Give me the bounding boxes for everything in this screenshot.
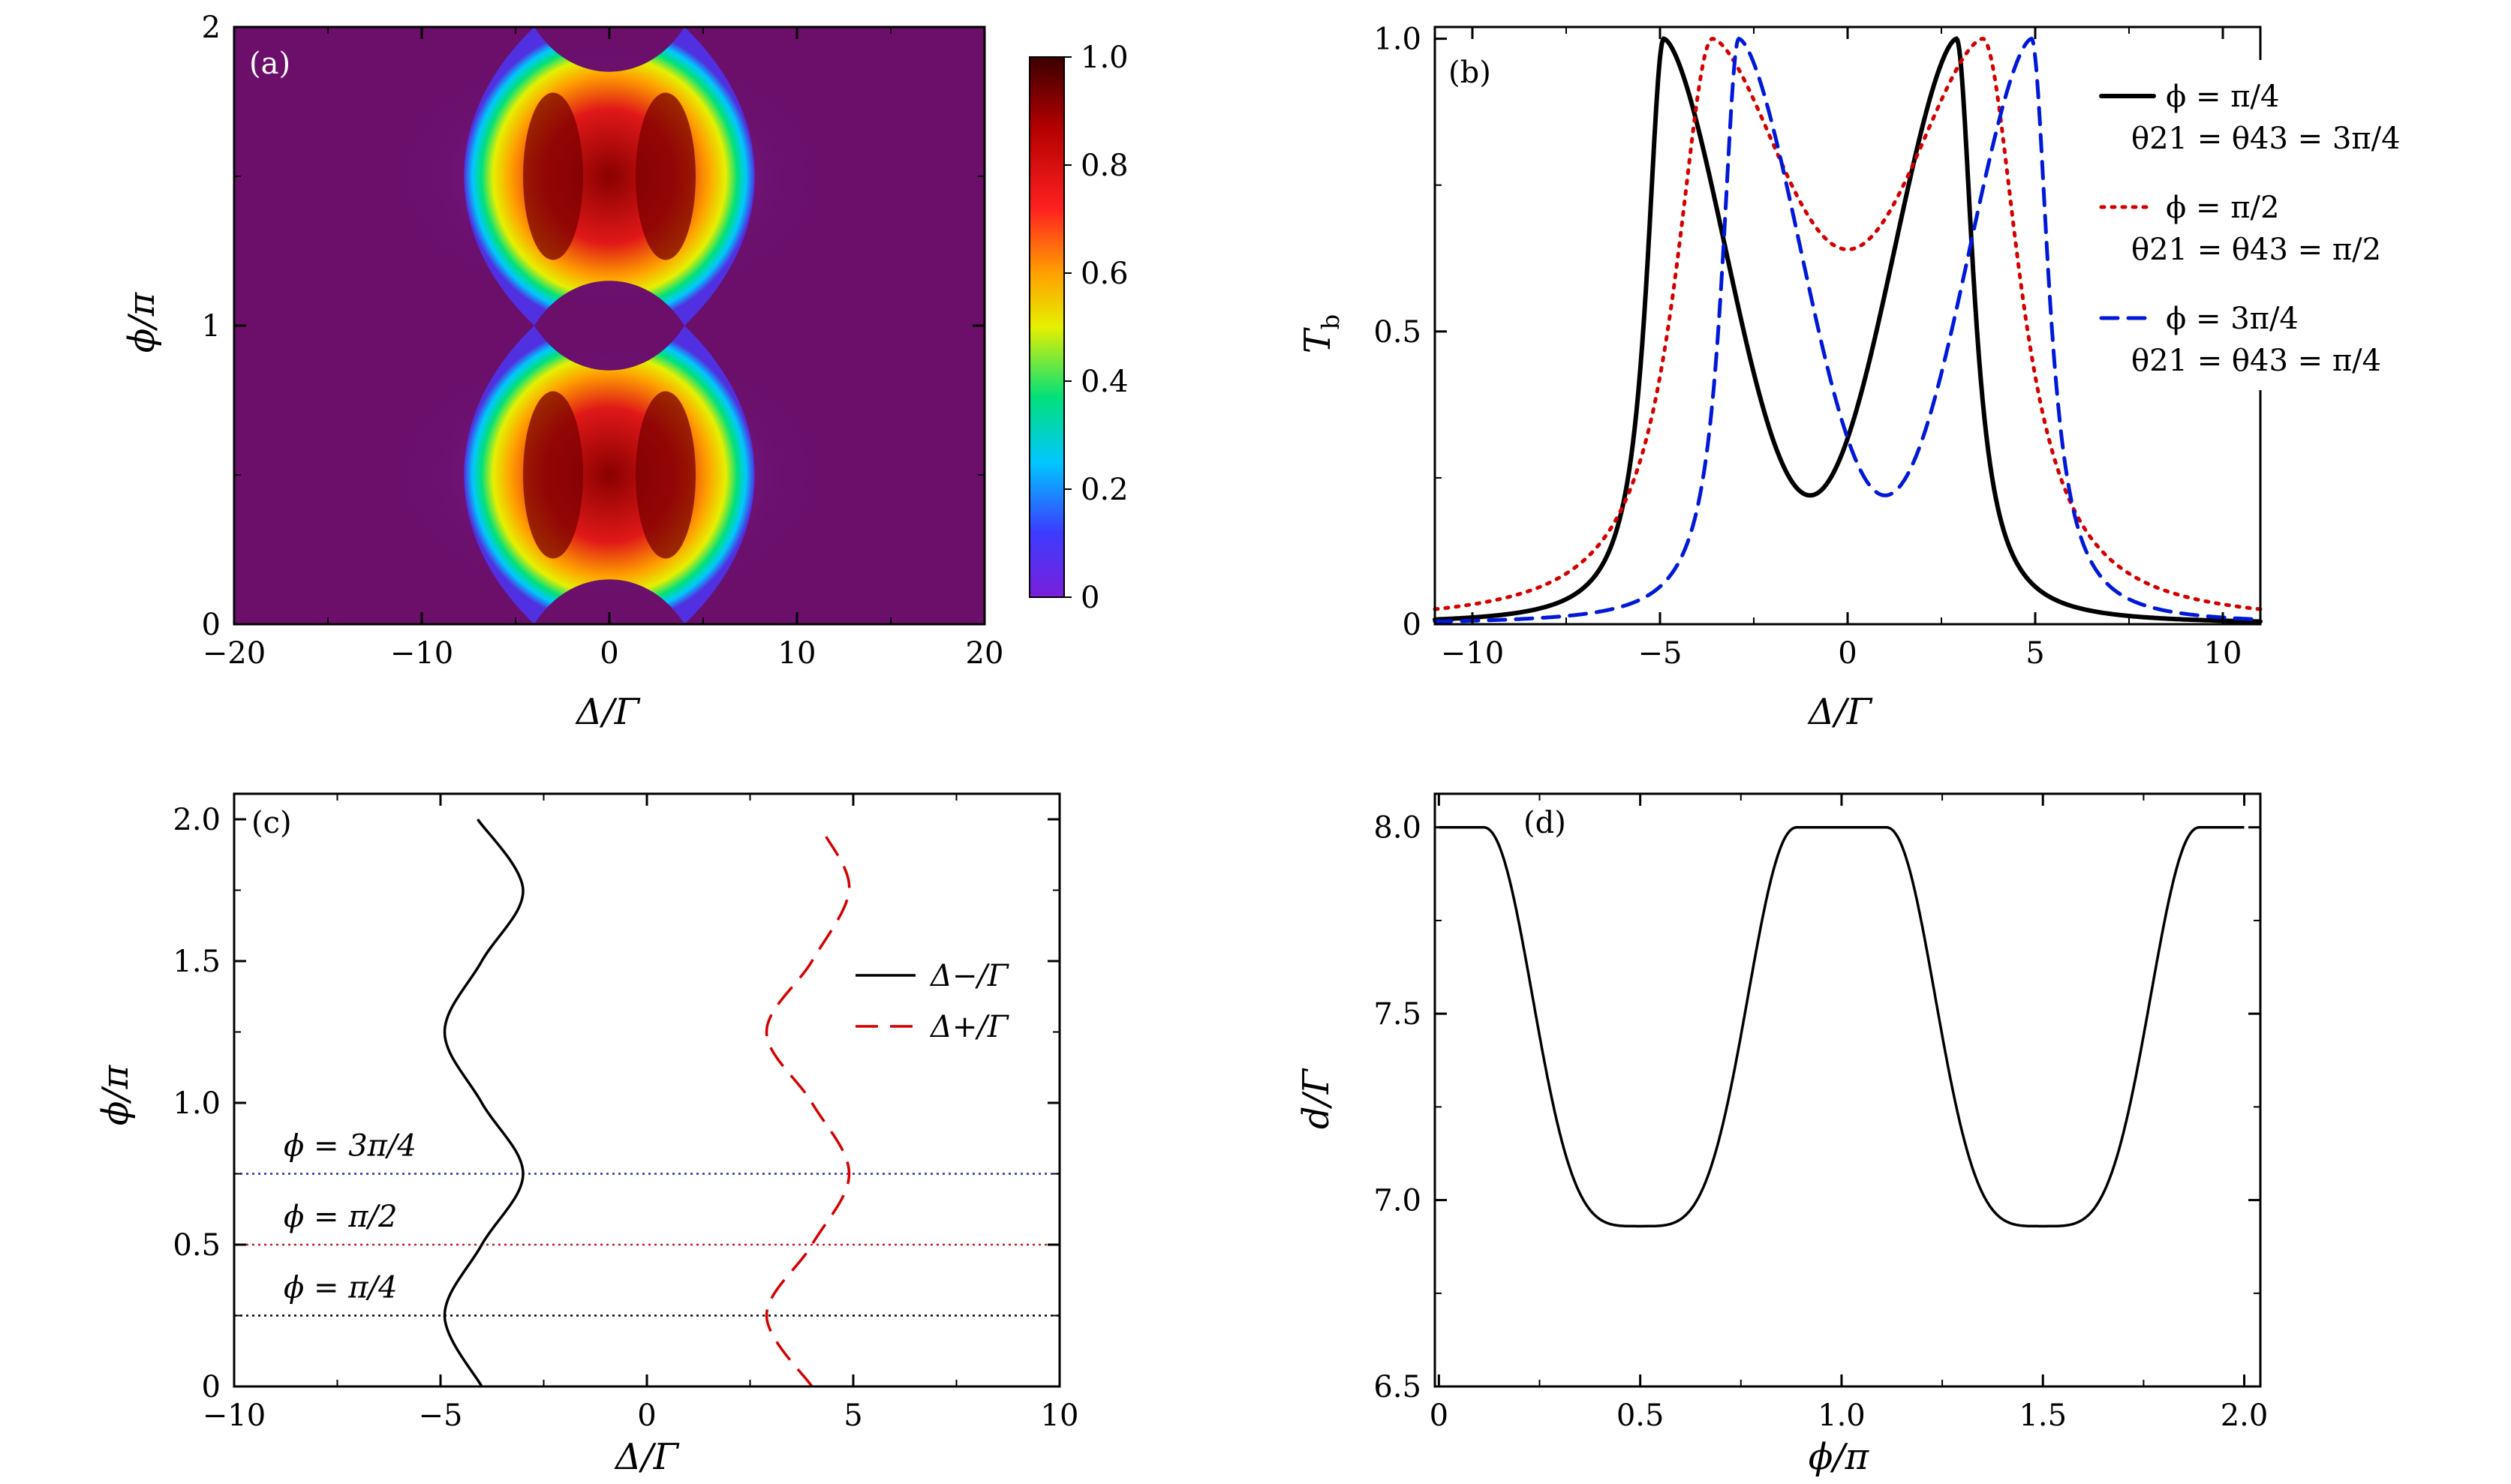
y-tick-label: 0 [202, 1370, 221, 1404]
x-tick-label: −20 [203, 636, 266, 671]
heatmap-peak-right [636, 92, 696, 260]
legend-b-label-1: ϕ = π/4 [2166, 80, 2279, 114]
panel-d: 0 0.5 1.0 1.5 2.0 6.5 7.0 7.5 8.0 (d) ϕ/π d/Γ [1295, 792, 2269, 1478]
x-tick-label: 1.0 [1818, 1398, 1866, 1433]
legend-c-label-1: Δ−/Γ [929, 959, 1009, 993]
colorbar-tick-label: 1.0 [1081, 41, 1129, 75]
y-tick-label: 6.5 [1373, 1370, 1421, 1404]
x-tick-label: 2.0 [2221, 1398, 2269, 1433]
legend-c-label-2: Δ+/Γ [929, 1010, 1009, 1044]
heatmap-plot [234, 27, 985, 624]
y-tick-label: 1.5 [173, 945, 221, 979]
x-tick-label: 10 [778, 636, 816, 671]
ylabel-b-main: T [1297, 327, 1339, 353]
x-tick-label: 0 [637, 1398, 656, 1433]
series-line-1 [443, 819, 525, 1387]
x-tick-label: −10 [1441, 636, 1504, 671]
distance-axes: 0 0.5 1.0 1.5 2.0 6.5 7.0 7.5 8.0 [1373, 792, 2269, 1433]
x-tick-label: −5 [419, 1398, 463, 1433]
colorbar-tick-label: 0.8 [1081, 149, 1129, 183]
legend-b-label-3: ϕ = 3π/4 [2166, 302, 2299, 336]
x-tick-label: 20 [966, 636, 1004, 671]
y-tick-label: 0 [202, 608, 221, 642]
legend-c: Δ−/Γ Δ+/Γ [856, 959, 1009, 1044]
legend-b-sublabel-3: θ21 = θ43 = π/4 [2131, 344, 2381, 378]
ylabel-a: ϕ/π [121, 291, 163, 353]
xlabel-a: Δ/Γ [575, 691, 641, 733]
y-tick-label: 2.0 [173, 803, 221, 837]
y-tick-label: 0 [1403, 608, 1421, 642]
colorbar-tick-label: 0.4 [1081, 365, 1129, 399]
reference-line-label-2: ϕ = π/2 [284, 1200, 397, 1234]
x-tick-label: 0 [1838, 636, 1857, 671]
x-tick-label: 10 [1041, 1398, 1079, 1433]
panel-label-c: (c) [251, 806, 292, 840]
heatmap-lobe [464, 27, 755, 326]
y-tick-label: 1 [202, 309, 221, 344]
panel-label-a: (a) [249, 47, 290, 81]
x-tick-label: 10 [2204, 636, 2242, 671]
series-line-1 [1433, 36, 2263, 624]
legend-b-sublabel-2: θ21 = θ43 = π/2 [2131, 233, 2381, 267]
y-tick-label: 7.0 [1373, 1184, 1421, 1218]
x-tick-label: −10 [203, 1398, 266, 1433]
x-tick-label: 1.5 [2019, 1398, 2067, 1433]
y-tick-label: 2 [202, 11, 221, 45]
heatmap-lobe [464, 326, 755, 624]
heatmap-peak-left [523, 391, 583, 559]
x-tick-label: 0 [600, 636, 618, 671]
panel-b: −10 −5 0 5 10 0 0.5 1.0 (b) Δ/Γ Tb ϕ = π/4 θ21 =… [1297, 23, 2469, 733]
heatmap-axes: −20 −10 0 10 20 0 1 2 [202, 11, 1004, 671]
y-tick-label: 0.5 [173, 1228, 221, 1263]
ylabel-c: ϕ/π [95, 1064, 137, 1125]
x-tick-label: −10 [390, 636, 453, 671]
series-line-2 [765, 833, 851, 1387]
heatmap-peak-left [523, 92, 583, 260]
transmission-axes: −10 −5 0 5 10 0 0.5 1.0 [1373, 23, 2262, 671]
y-tick-label: 1.0 [173, 1086, 221, 1121]
y-tick-label: 0.5 [1373, 315, 1421, 350]
y-tick-label: 8.0 [1373, 811, 1421, 846]
panel-label-d: (d) [1523, 806, 1566, 840]
colorbar-gradient [1029, 56, 1065, 598]
ylabel-b-sub: b [1316, 314, 1345, 329]
heatmap-area [234, 27, 985, 624]
y-tick-label: 7.5 [1373, 997, 1421, 1032]
reference-line-label-3: ϕ = π/4 [284, 1271, 397, 1305]
detuning-plot: ϕ = 3π/4 ϕ = π/2 ϕ = π/4 [234, 819, 1060, 1387]
panel-label-b: (b) [1448, 56, 1491, 90]
legend-b-background [2094, 60, 2469, 390]
series-line-3 [1433, 36, 2263, 623]
axes-frame [1433, 792, 2262, 1388]
xlabel-d: ϕ/π [1809, 1436, 1870, 1478]
x-tick-label: 5 [844, 1398, 862, 1433]
svg-text:Tb: Tb [1297, 314, 1345, 354]
distance-plot [1439, 825, 2245, 1228]
reference-line-label-1: ϕ = 3π/4 [284, 1129, 416, 1164]
ylabel-b: Tb [1297, 314, 1345, 354]
detuning-axes: −10 −5 0 5 10 0 0.5 1.0 1.5 2.0 [173, 792, 1079, 1433]
legend-b-label-2: ϕ = π/2 [2166, 191, 2279, 225]
colorbar-tick-label: 0.2 [1081, 473, 1129, 507]
legend-b: ϕ = π/4 θ21 = θ43 = 3π/4 ϕ = π/2 θ21 = θ43 … [2094, 60, 2469, 390]
xlabel-c: Δ/Γ [614, 1436, 680, 1478]
colorbar: 0 0.2 0.4 0.6 0.8 1.0 [1029, 41, 1129, 615]
colorbar-tick-label: 0 [1081, 581, 1099, 615]
colorbar-tick-label: 0.6 [1081, 257, 1129, 291]
x-tick-label: 0.5 [1616, 1398, 1664, 1433]
y-tick-label: 1.0 [1373, 23, 1421, 57]
x-tick-label: 5 [2025, 636, 2044, 671]
xlabel-b: Δ/Γ [1807, 691, 1873, 733]
x-tick-label: 0 [1430, 1398, 1448, 1433]
panel-c: ϕ = 3π/4 ϕ = π/2 ϕ = π/4 −10 −5 0 5 10 0 0.5 1.0 1… [95, 792, 1079, 1478]
ylabel-d: d/Γ [1295, 1068, 1337, 1129]
legend-b-sublabel-1: θ21 = θ43 = 3π/4 [2131, 122, 2401, 156]
series-line-1 [1439, 825, 2245, 1228]
x-tick-label: −5 [1638, 636, 1683, 671]
heatmap-peak-right [636, 391, 696, 559]
transmission-plot [1433, 36, 2263, 624]
